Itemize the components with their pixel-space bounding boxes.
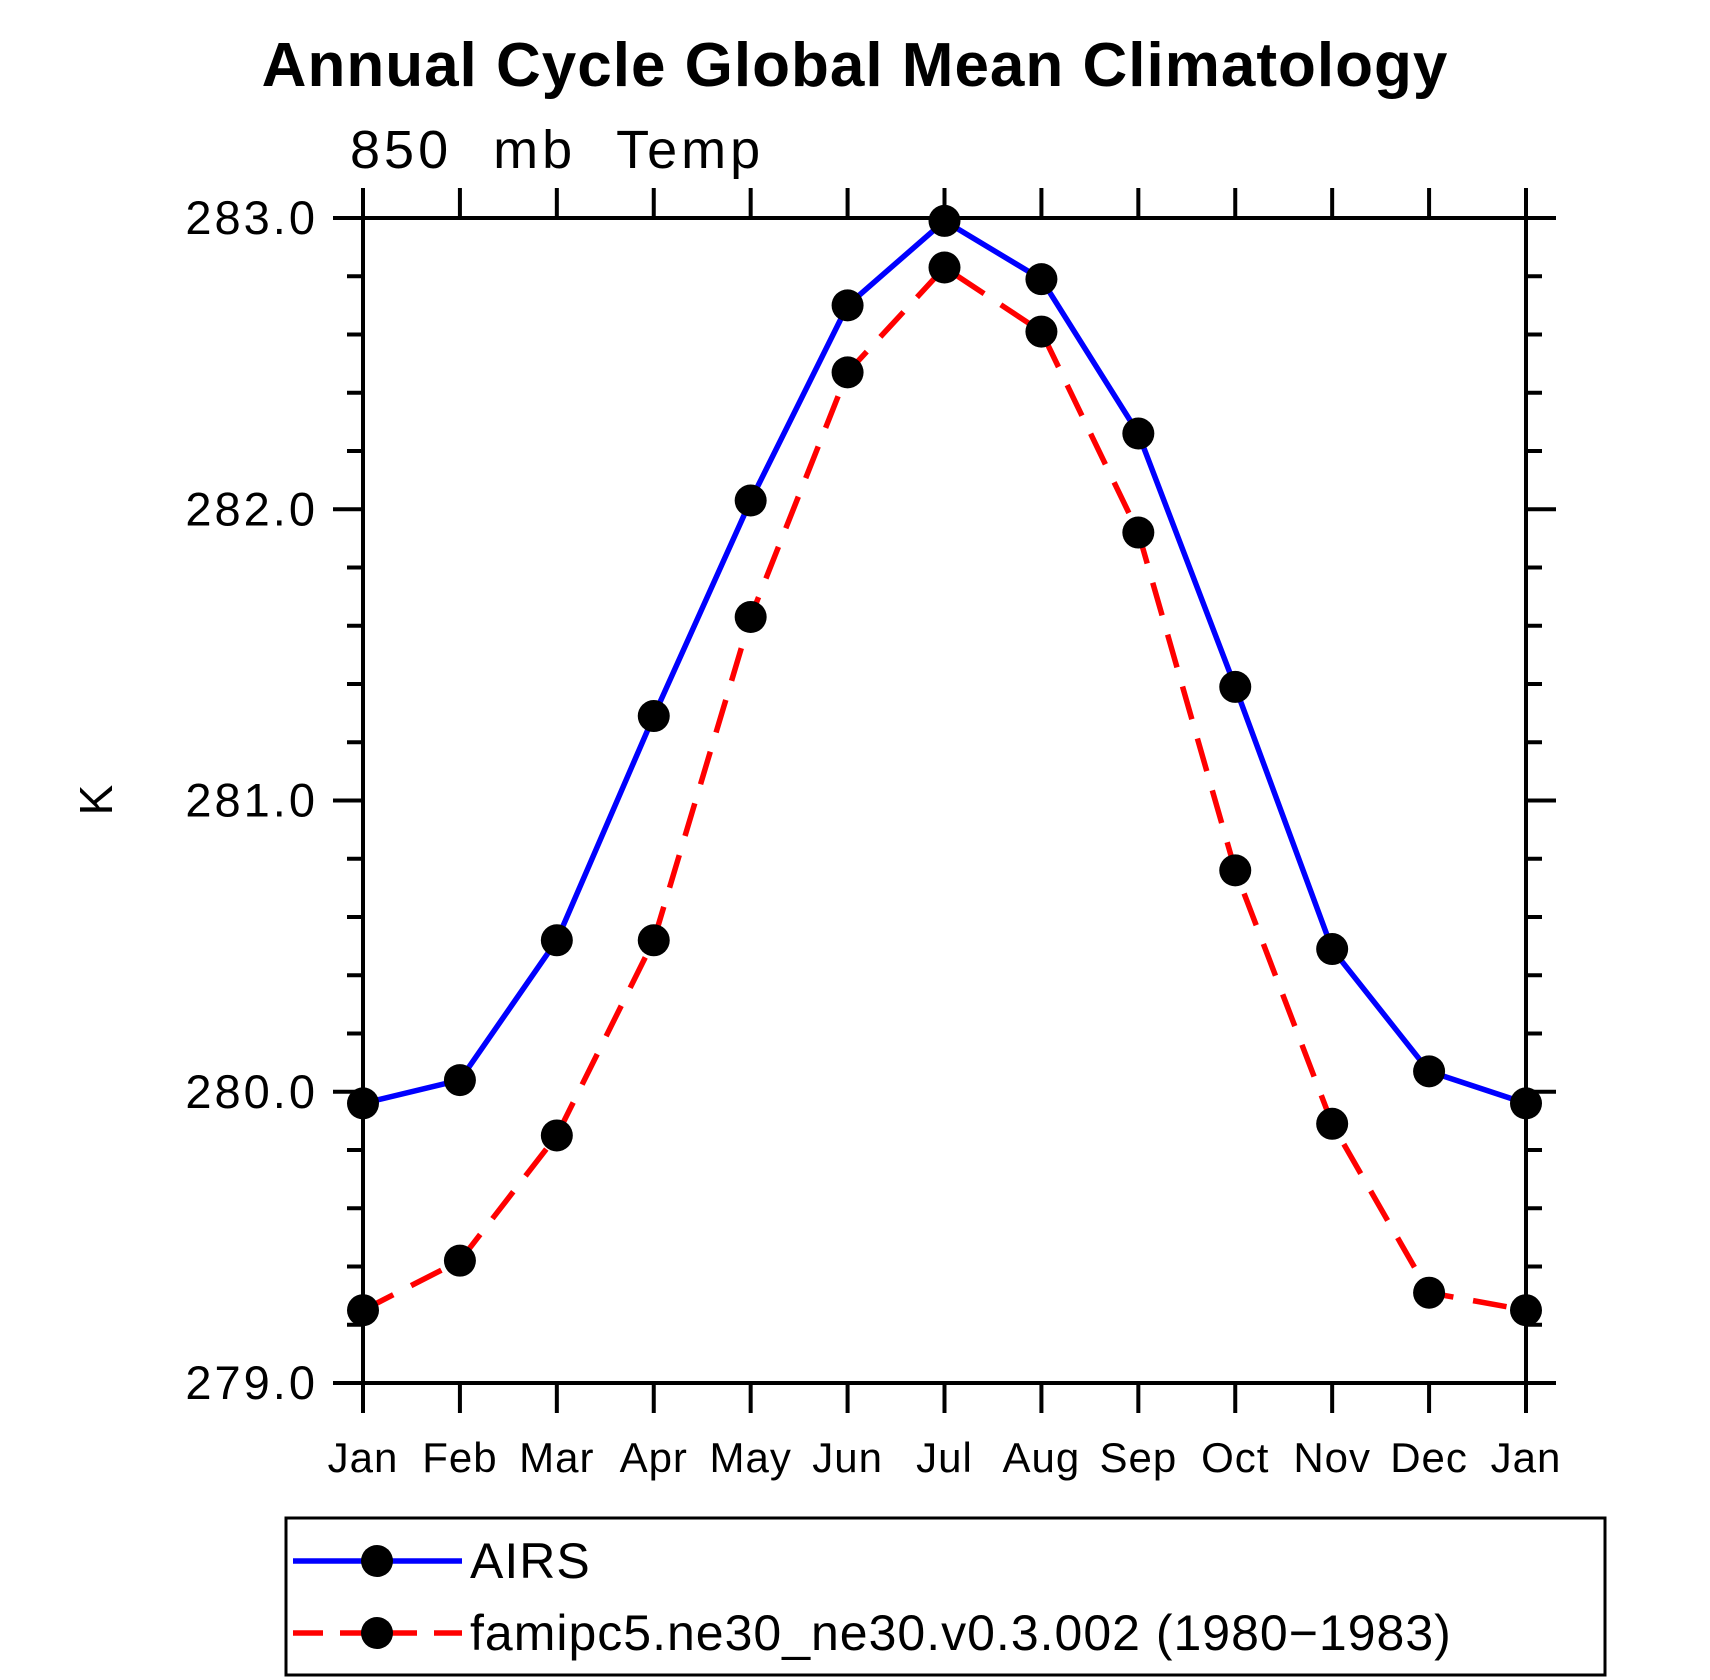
y-tick-label: 280.0 xyxy=(185,1065,318,1118)
data-point-marker xyxy=(831,289,864,322)
x-tick-label: Dec xyxy=(1390,1434,1468,1481)
legend-box xyxy=(284,1516,1607,1677)
y-tick-label: 281.0 xyxy=(185,774,318,827)
legend: AIRS famipc5.ne30_ne30.v0.3.002 (1980−198… xyxy=(284,1516,1607,1677)
data-point-marker xyxy=(1122,417,1155,450)
data-point-marker xyxy=(347,1087,379,1120)
x-tick-label: Sep xyxy=(1099,1434,1177,1481)
x-tick-label: Nov xyxy=(1293,1434,1371,1481)
x-tick-label: May xyxy=(709,1434,791,1481)
chart-subtitle: 850 mb Temp xyxy=(350,120,764,180)
data-point-marker xyxy=(1025,263,1058,296)
data-point-marker xyxy=(1219,854,1252,887)
legend-label: famipc5.ne30_ne30.v0.3.002 (1980−1983) xyxy=(470,1605,1452,1661)
data-point-marker xyxy=(1316,933,1349,966)
x-tick-label: Jan xyxy=(1491,1434,1562,1481)
chart-title: Annual Cycle Global Mean Climatology xyxy=(262,31,1449,100)
data-point-marker xyxy=(1025,315,1058,348)
axis-tick-labels: Jan Feb Mar Apr May Jun Jul Aug Sep Oct Nov Dec Jan2… xyxy=(185,191,1562,1481)
data-point-marker xyxy=(1316,1107,1349,1140)
x-tick-label: Aug xyxy=(1003,1434,1081,1481)
data-point-marker xyxy=(1413,1276,1446,1309)
y-tick-label: 283.0 xyxy=(185,191,318,244)
data-point-marker xyxy=(637,700,670,733)
series-line-solid xyxy=(362,217,1527,1107)
plot-box xyxy=(361,216,1528,1385)
y-tick-label: 282.0 xyxy=(185,482,318,535)
data-point-marker xyxy=(928,204,961,237)
legend-label: AIRS xyxy=(470,1533,591,1589)
data-point-marker xyxy=(443,1064,476,1097)
data-series xyxy=(347,204,1542,1327)
data-point-marker xyxy=(734,484,767,517)
series-line-dashed xyxy=(361,263,1527,1313)
x-tick-label: Jul xyxy=(916,1434,973,1481)
x-tick-label: Apr xyxy=(620,1434,688,1481)
data-point-marker xyxy=(1122,516,1155,549)
axes xyxy=(333,188,1556,1413)
data-point-marker xyxy=(1510,1294,1542,1327)
x-tick-label: Mar xyxy=(519,1434,594,1481)
data-point-marker xyxy=(928,251,961,284)
legend-marker xyxy=(361,1545,393,1577)
data-point-marker xyxy=(540,1119,573,1152)
data-point-marker xyxy=(540,924,573,957)
data-point-marker xyxy=(1219,670,1252,703)
data-point-marker xyxy=(734,601,767,634)
x-tick-label: Jan xyxy=(328,1434,399,1481)
data-point-marker xyxy=(443,1244,476,1277)
x-tick-label: Oct xyxy=(1201,1434,1269,1481)
y-tick-label: 279.0 xyxy=(185,1356,318,1409)
data-point-marker xyxy=(637,924,670,957)
data-point-marker xyxy=(1510,1087,1542,1120)
x-tick-label: Feb xyxy=(422,1434,497,1481)
data-point-marker xyxy=(347,1294,379,1327)
x-tick-label: Jun xyxy=(812,1434,883,1481)
legend-marker xyxy=(361,1617,393,1649)
data-point-marker xyxy=(831,356,864,389)
y-axis-label: K xyxy=(70,784,122,815)
data-point-marker xyxy=(1413,1055,1446,1088)
